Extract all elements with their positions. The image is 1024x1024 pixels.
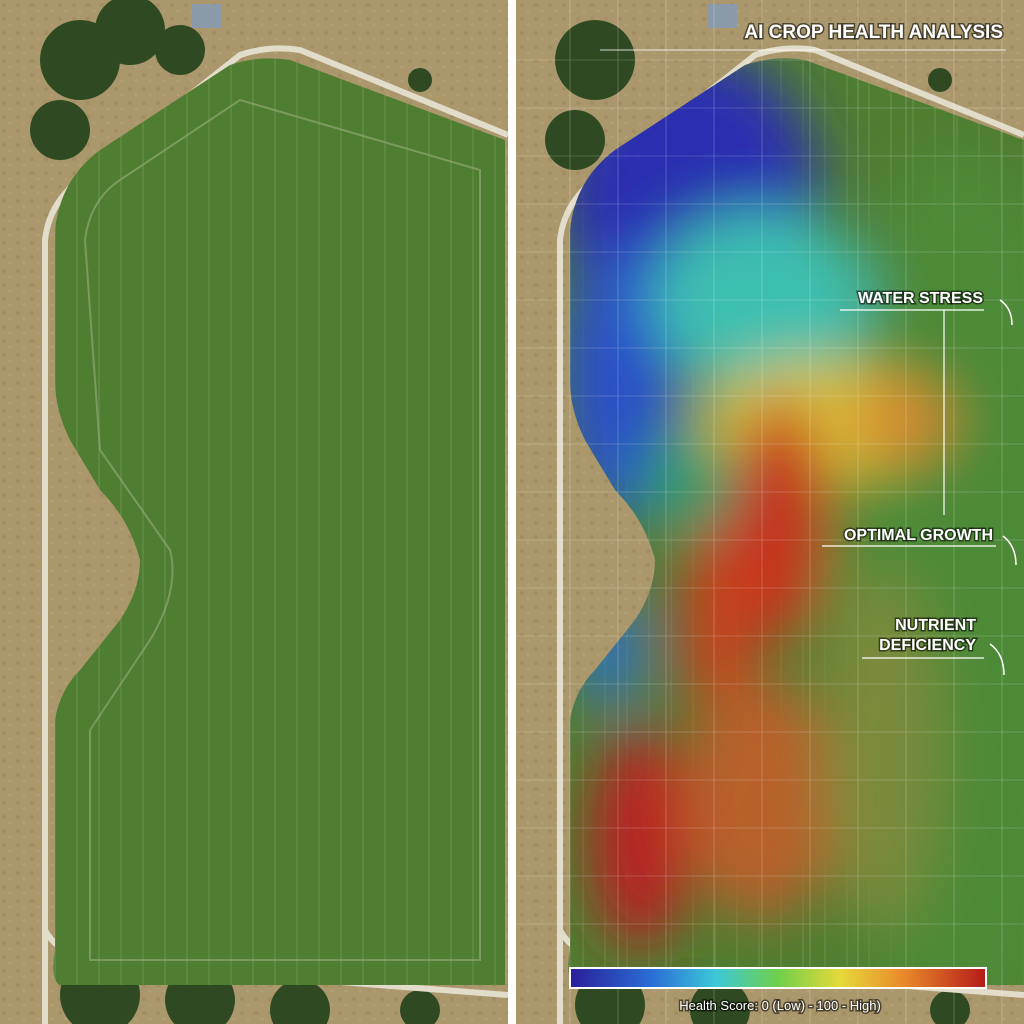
legend-caption: Health Score: 0 (Low) - 100 - High) [679, 998, 881, 1013]
annotation-curve [1002, 535, 1017, 566]
annotation-label: DEFICIENCY [879, 637, 976, 654]
legend-colorbar [569, 967, 987, 989]
analysis-image [516, 0, 1024, 1024]
annotation-curve [989, 643, 1005, 676]
divider [508, 0, 516, 1024]
analysis-grid [516, 0, 1024, 1024]
title: AI CROP HEALTH ANALYSIS [744, 22, 1003, 43]
annotation-label: NUTRIENT [895, 617, 976, 634]
original-image [0, 0, 508, 1024]
annotation-label: WATER STRESS [858, 290, 983, 307]
annotation-curve [999, 299, 1013, 326]
annotation-label: OPTIMAL GROWTH [844, 527, 993, 544]
